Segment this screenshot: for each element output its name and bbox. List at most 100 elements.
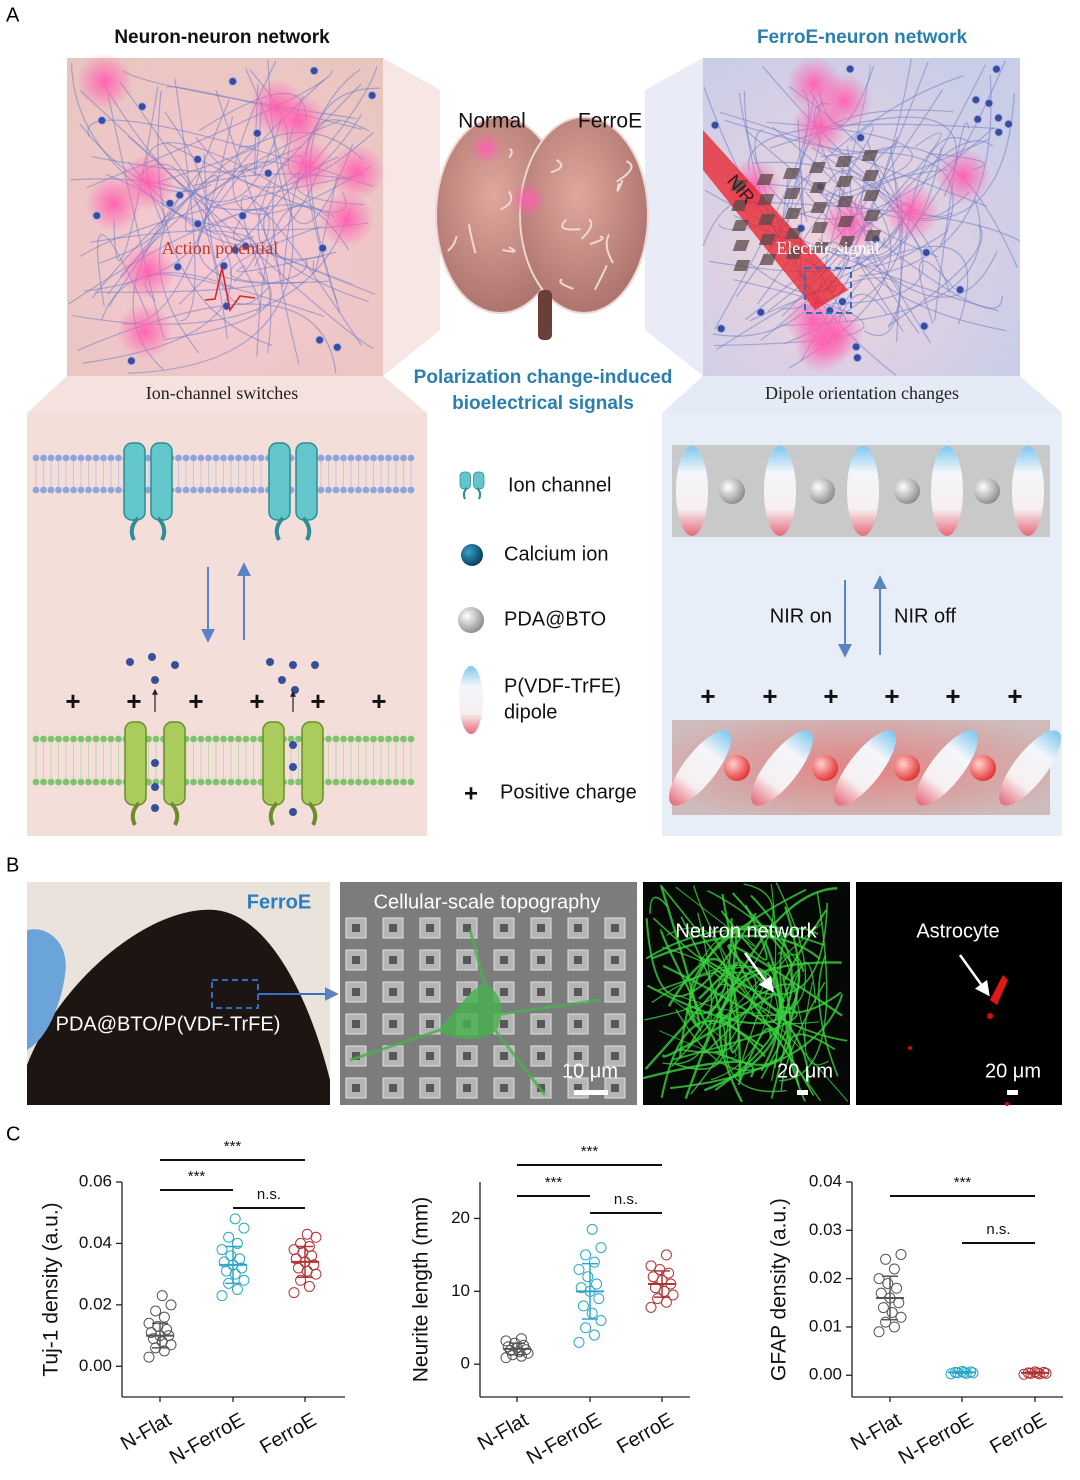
ferroe-film-pattern (811, 222, 829, 233)
data-point (231, 1237, 243, 1249)
calcium-ion (289, 741, 297, 749)
dipole (750, 730, 814, 806)
lipid-head (205, 486, 212, 494)
lipid-head (212, 778, 220, 786)
micropillar (574, 924, 582, 932)
neuron-body (92, 211, 102, 221)
data-point (238, 1222, 250, 1234)
neuron-body (845, 64, 855, 74)
annotation: Action potential (162, 238, 278, 258)
lipid-head (40, 454, 47, 462)
calcium-ion (289, 763, 297, 771)
data-point (882, 1277, 894, 1289)
micropillar (352, 988, 360, 996)
lipid-head (92, 454, 100, 462)
neurite (709, 126, 875, 273)
neuron-body (193, 154, 203, 164)
lipid-head (227, 735, 235, 743)
neurite (184, 99, 249, 233)
ferroe-film-pattern (835, 156, 853, 167)
neurite (675, 886, 756, 947)
pda-bto-particle (970, 755, 996, 781)
y-tick-label: 0 (461, 1354, 470, 1373)
nir-beam (703, 130, 848, 310)
calcium-ion (126, 658, 134, 666)
calcium-ion (289, 808, 297, 816)
schematic-box (27, 413, 427, 836)
lipid-head (347, 454, 355, 462)
connector (645, 58, 703, 376)
dipole (998, 730, 1062, 806)
connector (27, 376, 427, 413)
data-point (660, 1249, 672, 1261)
legend-label: dipole (504, 701, 557, 723)
micropillar (574, 988, 582, 996)
ion-channel (123, 442, 146, 521)
micropillar (463, 988, 471, 996)
ion-channel (462, 487, 482, 500)
lipid-head (197, 735, 205, 743)
lipid-head (197, 778, 205, 786)
data-point (229, 1213, 241, 1225)
lipid-head (77, 778, 85, 786)
neuron-cell (349, 929, 601, 1096)
lipid-head (407, 454, 415, 462)
ion-channel (295, 442, 318, 521)
micropillar (500, 956, 508, 964)
neurite (219, 232, 376, 295)
lipid-head (407, 778, 415, 786)
brain-fold (561, 218, 581, 231)
lipid-head (32, 454, 40, 462)
micropillar (574, 1084, 582, 1092)
data-point (223, 1231, 235, 1243)
brain-fold (616, 179, 624, 192)
x-tick-label: FerroE (613, 1409, 677, 1459)
data-point (647, 1271, 659, 1283)
data-point (649, 1282, 661, 1294)
lipid-head (175, 454, 182, 462)
charge-symbol: + (188, 686, 203, 716)
data-point (891, 1282, 903, 1294)
neuron-body (137, 102, 147, 112)
micropillar (611, 1020, 619, 1028)
data-point (595, 1314, 607, 1326)
data-point (580, 1322, 592, 1334)
lipid-head (220, 454, 227, 462)
y-tick-label: 20 (451, 1208, 470, 1227)
brain-fold (589, 235, 604, 246)
micropillar (389, 1020, 397, 1028)
neurite (257, 181, 323, 260)
data-point (652, 1293, 664, 1305)
legend-label: PDA@BTO (504, 608, 606, 630)
ferroe-film-pattern (733, 260, 751, 271)
neuron-body (973, 114, 983, 124)
lipid-head (257, 486, 265, 494)
lipid-head (107, 454, 115, 462)
neurite (725, 995, 787, 1093)
lipid-head (257, 454, 265, 462)
data-point (292, 1262, 304, 1274)
lipid-head (392, 454, 400, 462)
lipid-head (32, 486, 40, 494)
lipid-head (205, 778, 212, 786)
data-point (218, 1256, 230, 1268)
micropillar (537, 1052, 545, 1060)
x-tick-label: N-FerroE (523, 1409, 605, 1469)
data-point (886, 1306, 898, 1318)
ion-channel (262, 721, 285, 806)
legend-icon: + (464, 780, 478, 807)
lipid-head (355, 486, 362, 494)
ferroe-film-pattern (785, 248, 803, 259)
lipid-head (47, 486, 55, 494)
lipid-head (385, 778, 392, 786)
lipid-head (250, 778, 257, 786)
panel-label: A (6, 4, 20, 26)
neuron-body (97, 115, 107, 125)
neurite (781, 132, 942, 317)
data-point (577, 1300, 589, 1312)
data-point (295, 1274, 307, 1286)
lipid-head (62, 735, 70, 743)
lipid-head (325, 735, 332, 743)
neuron-glow (470, 132, 502, 164)
lipid-head (250, 735, 257, 743)
